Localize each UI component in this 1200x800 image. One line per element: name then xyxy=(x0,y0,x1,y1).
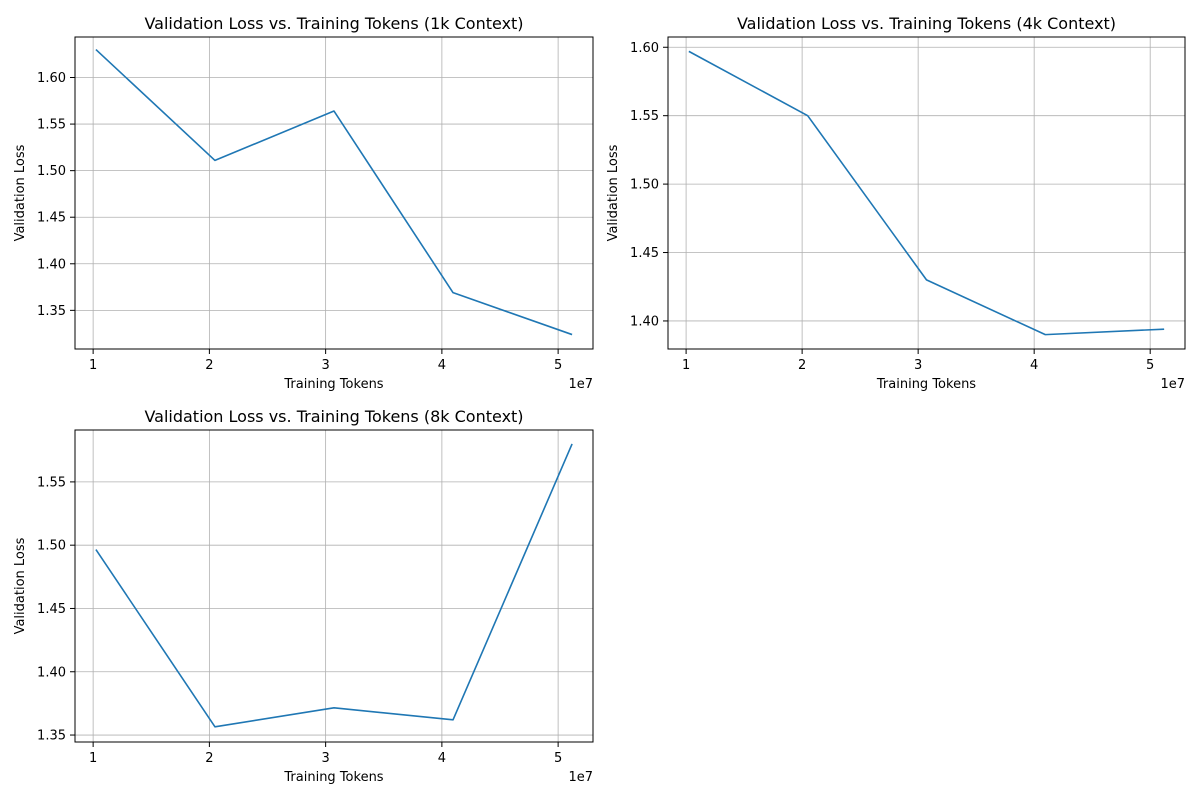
y-tick-label: 1.60 xyxy=(37,71,66,86)
axes-frame xyxy=(74,429,594,743)
y-tick-label: 1.50 xyxy=(37,164,66,179)
x-tick-label: 5 xyxy=(1146,358,1154,373)
x-tick-label: 1 xyxy=(682,358,690,373)
chart-title: Validation Loss vs. Training Tokens (4k … xyxy=(737,14,1116,33)
x-axis-label: Training Tokens xyxy=(876,377,976,392)
x-tick-label: 1 xyxy=(89,358,97,373)
x-tick-label: 2 xyxy=(205,358,213,373)
x-offset-label: 1e7 xyxy=(568,377,593,392)
series-line xyxy=(95,48,573,336)
y-axis-label: Validation Loss xyxy=(606,144,621,241)
y-tick-label: 1.60 xyxy=(630,41,659,56)
x-tick-label: 2 xyxy=(798,358,806,373)
y-tick-label: 1.40 xyxy=(630,314,659,329)
chart-title: Validation Loss vs. Training Tokens (8k … xyxy=(144,407,523,426)
x-offset-label: 1e7 xyxy=(568,770,593,785)
subplot-1: 1 2 3 4 5 1.35 1.40 1.45 1.50 1.55 1.60 Validation … xyxy=(13,14,594,392)
x-tick-label: 4 xyxy=(438,358,446,373)
y-axis-label: Validation Loss xyxy=(13,144,28,241)
y-tick-label: 1.35 xyxy=(37,729,66,744)
x-tick-label: 4 xyxy=(438,751,446,766)
chart-title: Validation Loss vs. Training Tokens (1k … xyxy=(144,14,523,33)
x-tick-label: 3 xyxy=(321,358,329,373)
y-tick-label: 1.45 xyxy=(37,211,66,226)
x-tick-label: 5 xyxy=(554,751,562,766)
y-tick-label: 1.40 xyxy=(37,257,66,272)
x-tick-label: 3 xyxy=(321,751,329,766)
y-tick-label: 1.50 xyxy=(37,539,66,554)
y-tick-label: 1.35 xyxy=(37,304,66,319)
x-tick-label: 4 xyxy=(1030,358,1038,373)
axes-frame xyxy=(74,36,594,350)
subplot-3: 1 2 3 4 5 1.35 1.40 1.45 1.50 1.55 Validation Loss… xyxy=(13,407,594,785)
y-tick-label: 1.50 xyxy=(630,178,659,193)
x-axis-label: Training Tokens xyxy=(283,770,383,785)
y-tick-label: 1.55 xyxy=(630,109,659,124)
subplot-2: 1 2 3 4 5 1.40 1.45 1.50 1.55 1.60 Validation Loss… xyxy=(606,14,1186,392)
series-line xyxy=(95,443,573,728)
x-axis-label: Training Tokens xyxy=(283,377,383,392)
x-tick-label: 3 xyxy=(914,358,922,373)
series-line xyxy=(688,50,1165,336)
x-tick-label: 5 xyxy=(554,358,562,373)
y-tick-label: 1.55 xyxy=(37,118,66,133)
y-tick-label: 1.55 xyxy=(37,475,66,490)
x-tick-label: 1 xyxy=(89,751,97,766)
axes-frame xyxy=(667,36,1186,350)
y-tick-label: 1.45 xyxy=(630,246,659,261)
y-tick-label: 1.45 xyxy=(37,602,66,617)
x-offset-label: 1e7 xyxy=(1160,377,1185,392)
y-tick-label: 1.40 xyxy=(37,665,66,680)
y-axis-label: Validation Loss xyxy=(13,537,28,634)
x-tick-label: 2 xyxy=(205,751,213,766)
